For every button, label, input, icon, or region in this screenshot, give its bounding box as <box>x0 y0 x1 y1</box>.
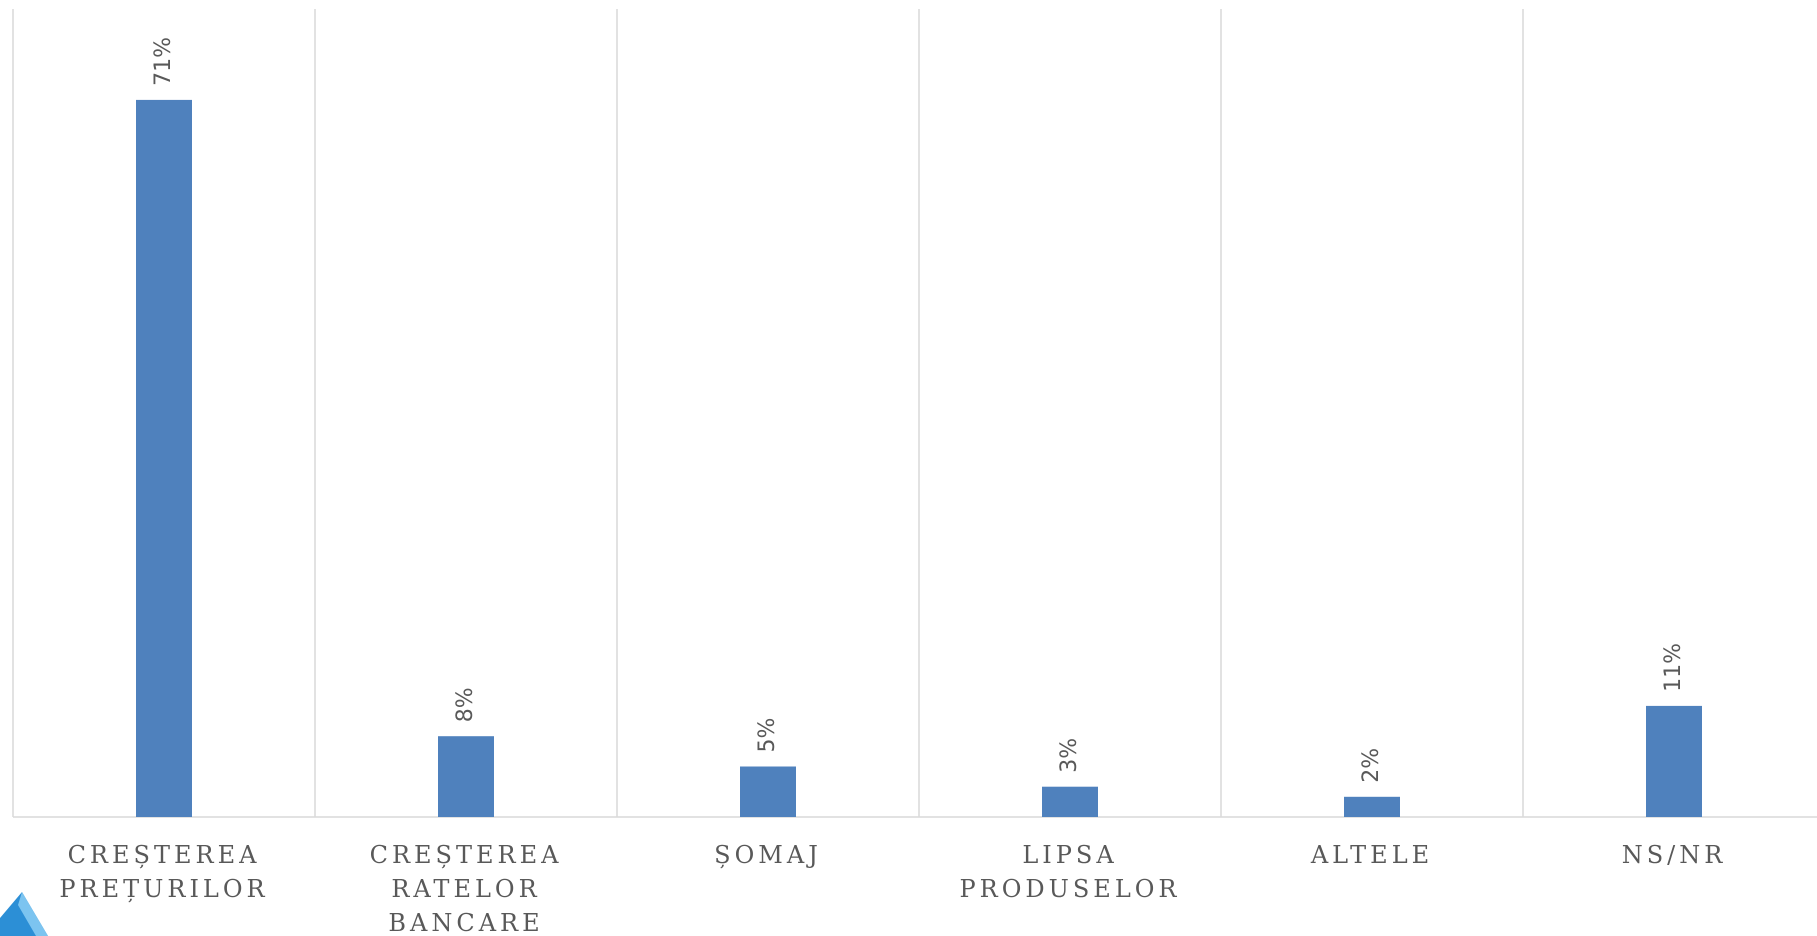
value-label: 3% <box>1057 738 1082 773</box>
logo-highlight <box>18 892 48 936</box>
value-label: 11% <box>1661 643 1686 692</box>
x-tick-label: CREȘTEREA PREȚURILOR <box>59 841 269 903</box>
x-tick-label: CREȘTEREA RATELOR BANCARE <box>369 841 563 936</box>
value-label: 71% <box>151 37 176 86</box>
bar <box>1042 786 1098 817</box>
value-label: 2% <box>1359 748 1384 783</box>
bar <box>1344 796 1400 817</box>
bar <box>438 736 494 817</box>
bar <box>740 766 796 817</box>
x-tick-label: NS/NR <box>1621 841 1727 869</box>
x-tick-label: LIPSA PRODUSELOR <box>959 841 1181 903</box>
x-tick-label: ALTELE <box>1310 841 1434 869</box>
bar <box>136 99 192 817</box>
x-tick-label: ȘOMAJ <box>714 841 822 869</box>
value-label: 5% <box>755 718 780 753</box>
value-label: 8% <box>453 687 478 722</box>
bar <box>1646 705 1702 817</box>
